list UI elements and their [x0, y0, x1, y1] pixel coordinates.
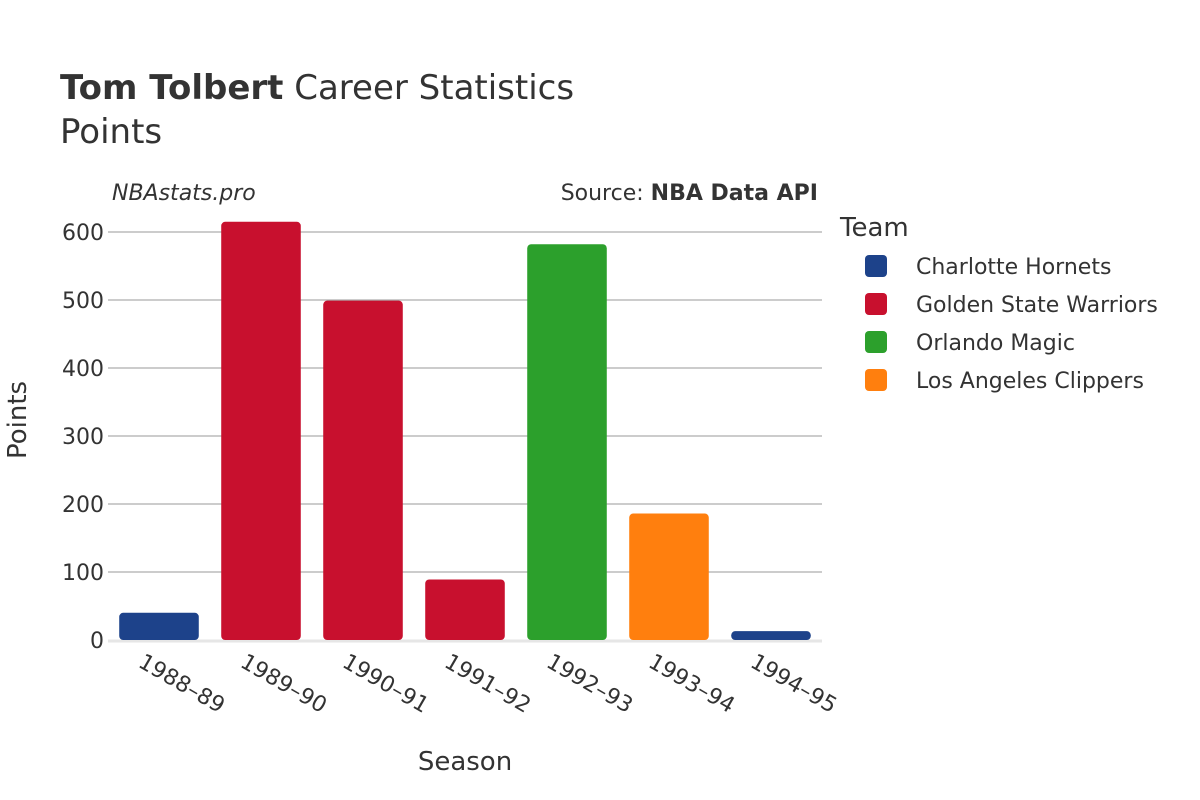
bar-1989–90[interactable] [221, 221, 301, 641]
legend-title: Team [839, 213, 909, 243]
y-tick-label: 0 [90, 629, 104, 654]
legend-item[interactable]: Los Angeles Clippers [865, 369, 1144, 394]
bar-1991–92[interactable] [425, 579, 505, 640]
y-tick-label: 100 [62, 561, 104, 586]
chart-subtitle: Points [60, 112, 163, 152]
legend-label: Orlando Magic [916, 331, 1075, 356]
legend-label: Charlotte Hornets [916, 255, 1111, 280]
x-tick-label: 1990–91 [338, 650, 433, 719]
x-axis-title: Season [418, 747, 512, 777]
x-tick-label: 1988–89 [134, 650, 229, 719]
legend-label: Golden State Warriors [916, 293, 1158, 318]
bar-1994–95[interactable] [731, 631, 811, 640]
bar-1992–93[interactable] [527, 244, 607, 641]
y-axis-ticks: 0 100 200 300 400 500 600 [62, 221, 104, 654]
x-axis-ticks: 1988–89 1989–90 1990–91 1991–92 1992–93 1993–… [134, 650, 841, 719]
legend-label: Los Angeles Clippers [916, 369, 1144, 394]
x-tick-label: 1993–94 [644, 650, 739, 719]
bar-1993–94[interactable] [629, 513, 709, 640]
chart-title-player: Tom Tolbert [60, 68, 284, 108]
legend-swatch [865, 255, 887, 277]
chart-title-block: Tom Tolbert Career Statistics Points [60, 66, 574, 154]
bars [119, 221, 811, 641]
legend: Charlotte Hornets Golden State Warriors Or… [865, 255, 1158, 394]
bar-1988–89[interactable] [119, 612, 199, 640]
chart-title: Tom Tolbert Career Statistics [60, 66, 574, 110]
x-tick-label: 1989–90 [236, 650, 331, 719]
source-label: Source: [561, 181, 651, 206]
y-tick-label: 300 [62, 425, 104, 450]
x-tick-label: 1994–95 [746, 650, 841, 719]
chart-title-rest: Career Statistics [283, 68, 575, 108]
watermark-text: NBAstats.pro [112, 181, 256, 206]
source-text: Source: NBA Data API [561, 181, 818, 206]
y-tick-label: 400 [62, 357, 104, 382]
y-tick-label: 200 [62, 493, 104, 518]
x-tick-label: 1992–93 [542, 650, 637, 719]
legend-item[interactable]: Golden State Warriors [865, 293, 1158, 318]
legend-item[interactable]: Orlando Magic [865, 331, 1075, 356]
legend-swatch [865, 369, 887, 391]
bar-1990–91[interactable] [323, 300, 403, 640]
legend-swatch [865, 293, 887, 315]
source-name: NBA Data API [651, 181, 818, 206]
y-tick-label: 500 [62, 289, 104, 314]
x-tick-label: 1991–92 [440, 650, 535, 719]
legend-swatch [865, 331, 887, 353]
y-axis-title: Points [3, 381, 33, 459]
y-tick-label: 600 [62, 221, 104, 246]
legend-item[interactable]: Charlotte Hornets [865, 255, 1111, 280]
